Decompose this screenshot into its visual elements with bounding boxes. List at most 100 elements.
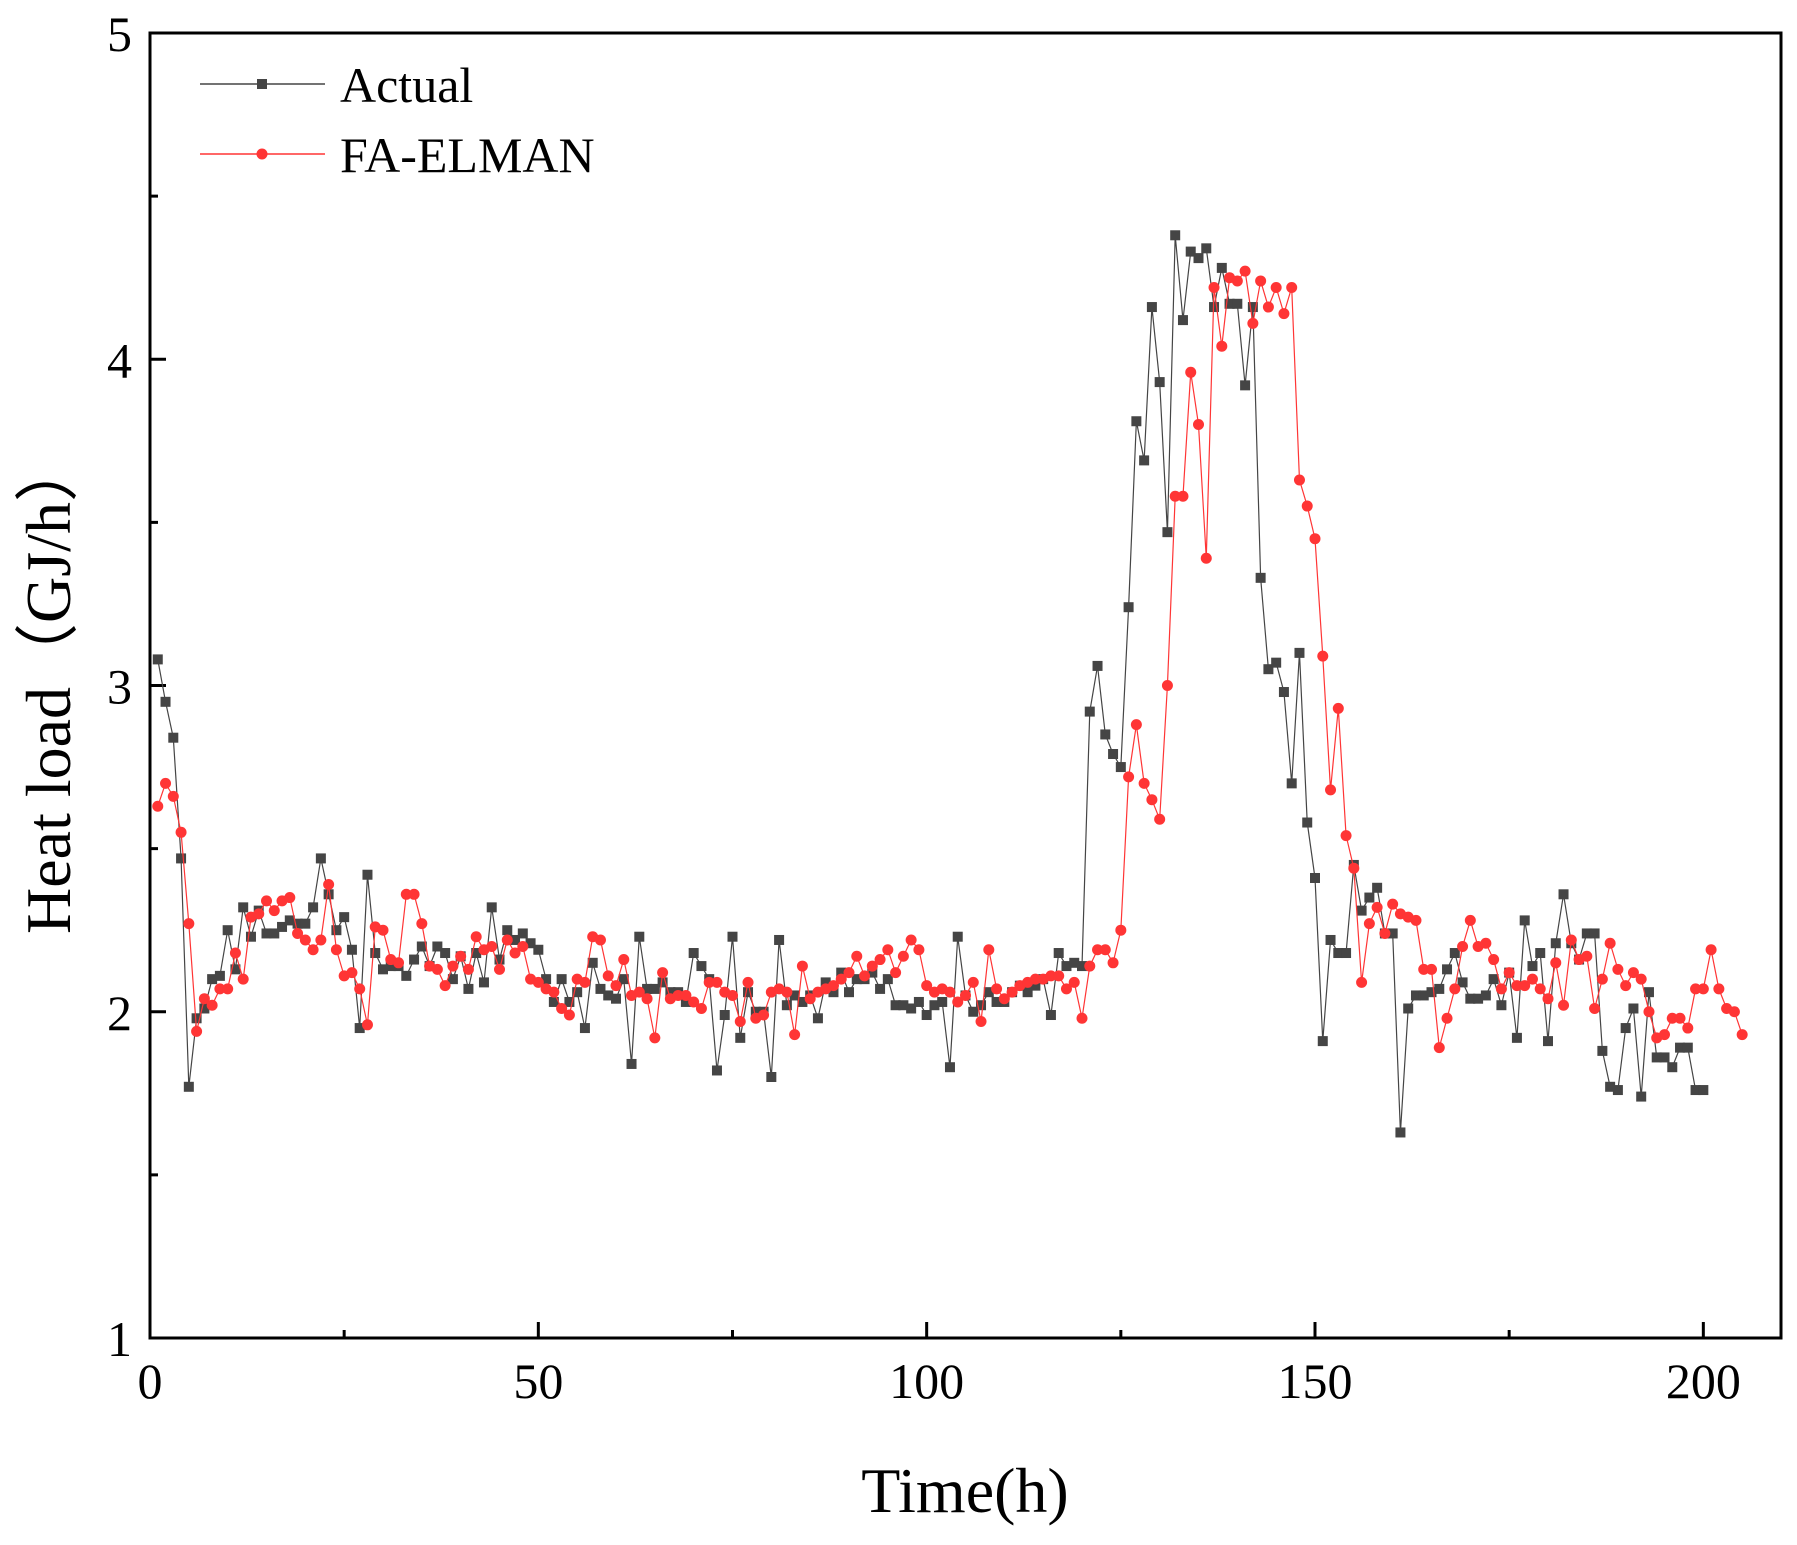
data-point-fa-elman — [1728, 1006, 1740, 1018]
data-point-actual — [1442, 964, 1453, 975]
data-point-fa-elman — [563, 1009, 575, 1021]
data-point-fa-elman — [494, 963, 505, 975]
data-point-fa-elman — [191, 1025, 203, 1037]
data-point-fa-elman — [1736, 1029, 1748, 1041]
data-point-actual — [486, 902, 497, 913]
data-point-fa-elman — [1130, 719, 1142, 731]
data-point-actual — [207, 974, 218, 985]
data-point-actual — [168, 732, 179, 743]
data-point-fa-elman — [284, 892, 296, 904]
data-point-actual — [579, 1023, 590, 1034]
data-point-fa-elman — [509, 947, 521, 959]
data-point-fa-elman — [594, 934, 606, 946]
data-point-fa-elman — [1480, 937, 1492, 949]
x-tick-label: 150 — [1278, 1353, 1353, 1409]
data-point-fa-elman — [804, 993, 816, 1005]
data-point-actual — [952, 931, 963, 942]
data-point-actual — [735, 1032, 746, 1043]
y-axis-ticks: 1 2 3 4 5 — [107, 6, 166, 1367]
data-point-actual — [564, 996, 575, 1007]
data-point-actual — [1690, 1085, 1701, 1096]
data-point-fa-elman — [672, 989, 684, 1001]
plot-frame — [148, 31, 1783, 1340]
data-point-actual — [533, 944, 544, 955]
data-point-fa-elman — [268, 905, 280, 917]
data-point-actual — [292, 918, 303, 929]
data-point-fa-elman — [400, 888, 412, 900]
data-point-fa-elman — [960, 989, 971, 1001]
data-point-actual — [222, 925, 233, 936]
data-point-fa-elman — [734, 1016, 746, 1028]
data-point-actual — [1139, 455, 1150, 466]
data-point-actual — [983, 987, 994, 998]
data-point-fa-elman — [1426, 963, 1437, 975]
data-point-fa-elman — [967, 976, 979, 988]
data-point-fa-elman — [742, 976, 754, 988]
data-point-actual — [525, 938, 536, 949]
data-point-fa-elman — [1270, 281, 1282, 293]
data-point-fa-elman — [1084, 960, 1096, 972]
x-tick-label: 50 — [513, 1353, 563, 1409]
data-point-fa-elman — [1457, 941, 1469, 952]
data-point-actual — [649, 983, 660, 994]
data-point-fa-elman — [346, 967, 358, 979]
data-point-fa-elman — [1612, 963, 1624, 975]
data-point-fa-elman — [1449, 983, 1461, 995]
data-point-actual — [1177, 315, 1188, 326]
y-axis-title: Heat load（GJ/h） — [13, 438, 84, 934]
data-point-actual — [991, 996, 1002, 1007]
data-point-actual — [711, 1065, 722, 1076]
data-point-fa-elman — [1317, 650, 1329, 662]
data-point-actual — [1535, 948, 1546, 959]
data-point-fa-elman — [641, 993, 653, 1005]
data-point-fa-elman — [1045, 970, 1057, 982]
data-point-fa-elman — [532, 976, 544, 988]
data-point-actual — [696, 961, 707, 972]
data-point-fa-elman — [160, 777, 172, 789]
data-point-actual — [1263, 664, 1274, 675]
data-point-actual — [626, 1058, 637, 1069]
data-point-actual — [836, 967, 847, 978]
data-point-fa-elman — [330, 944, 342, 956]
data-point-actual — [494, 954, 505, 965]
legend: Actual FA-ELMAN — [200, 57, 595, 183]
data-point-actual — [921, 1010, 932, 1021]
data-point-fa-elman — [796, 960, 808, 972]
data-point-actual — [1410, 990, 1421, 1001]
data-point-fa-elman — [323, 879, 335, 891]
data-point-fa-elman — [1488, 954, 1500, 966]
data-point-actual — [1317, 1036, 1328, 1047]
y-tick-label: 3 — [107, 659, 132, 715]
data-point-actual — [882, 974, 893, 985]
data-point-fa-elman — [1286, 281, 1298, 293]
data-point-actual — [440, 948, 451, 959]
data-point-actual — [502, 925, 513, 936]
data-point-actual — [688, 948, 699, 959]
data-point-actual — [1115, 762, 1126, 773]
data-point-fa-elman — [354, 983, 366, 995]
data-point-actual — [1659, 1052, 1670, 1063]
data-point-actual — [820, 977, 831, 988]
data-point-actual — [346, 944, 357, 955]
x-axis-ticks: 0 50 100 150 200 — [138, 1322, 1741, 1409]
data-point-actual — [378, 964, 388, 975]
data-point-fa-elman — [1301, 500, 1313, 512]
data-point-actual — [1310, 872, 1320, 883]
legend-fa-elman-label: FA-ELMAN — [340, 127, 595, 183]
data-point-actual — [781, 1000, 792, 1011]
data-point-actual — [1457, 977, 1468, 988]
data-point-fa-elman — [859, 970, 871, 982]
data-point-actual — [1605, 1081, 1616, 1092]
data-point-actual — [1395, 1127, 1406, 1138]
data-point-actual — [812, 1013, 823, 1024]
data-point-actual — [968, 1006, 979, 1017]
data-point-fa-elman — [649, 1032, 661, 1044]
data-point-actual — [603, 990, 614, 1001]
data-point-fa-elman — [183, 918, 195, 930]
data-point-actual — [1131, 416, 1142, 427]
data-point-actual — [1465, 993, 1476, 1004]
data-point-fa-elman — [1635, 973, 1647, 985]
data-point-fa-elman — [455, 950, 467, 962]
data-point-actual — [913, 996, 924, 1007]
